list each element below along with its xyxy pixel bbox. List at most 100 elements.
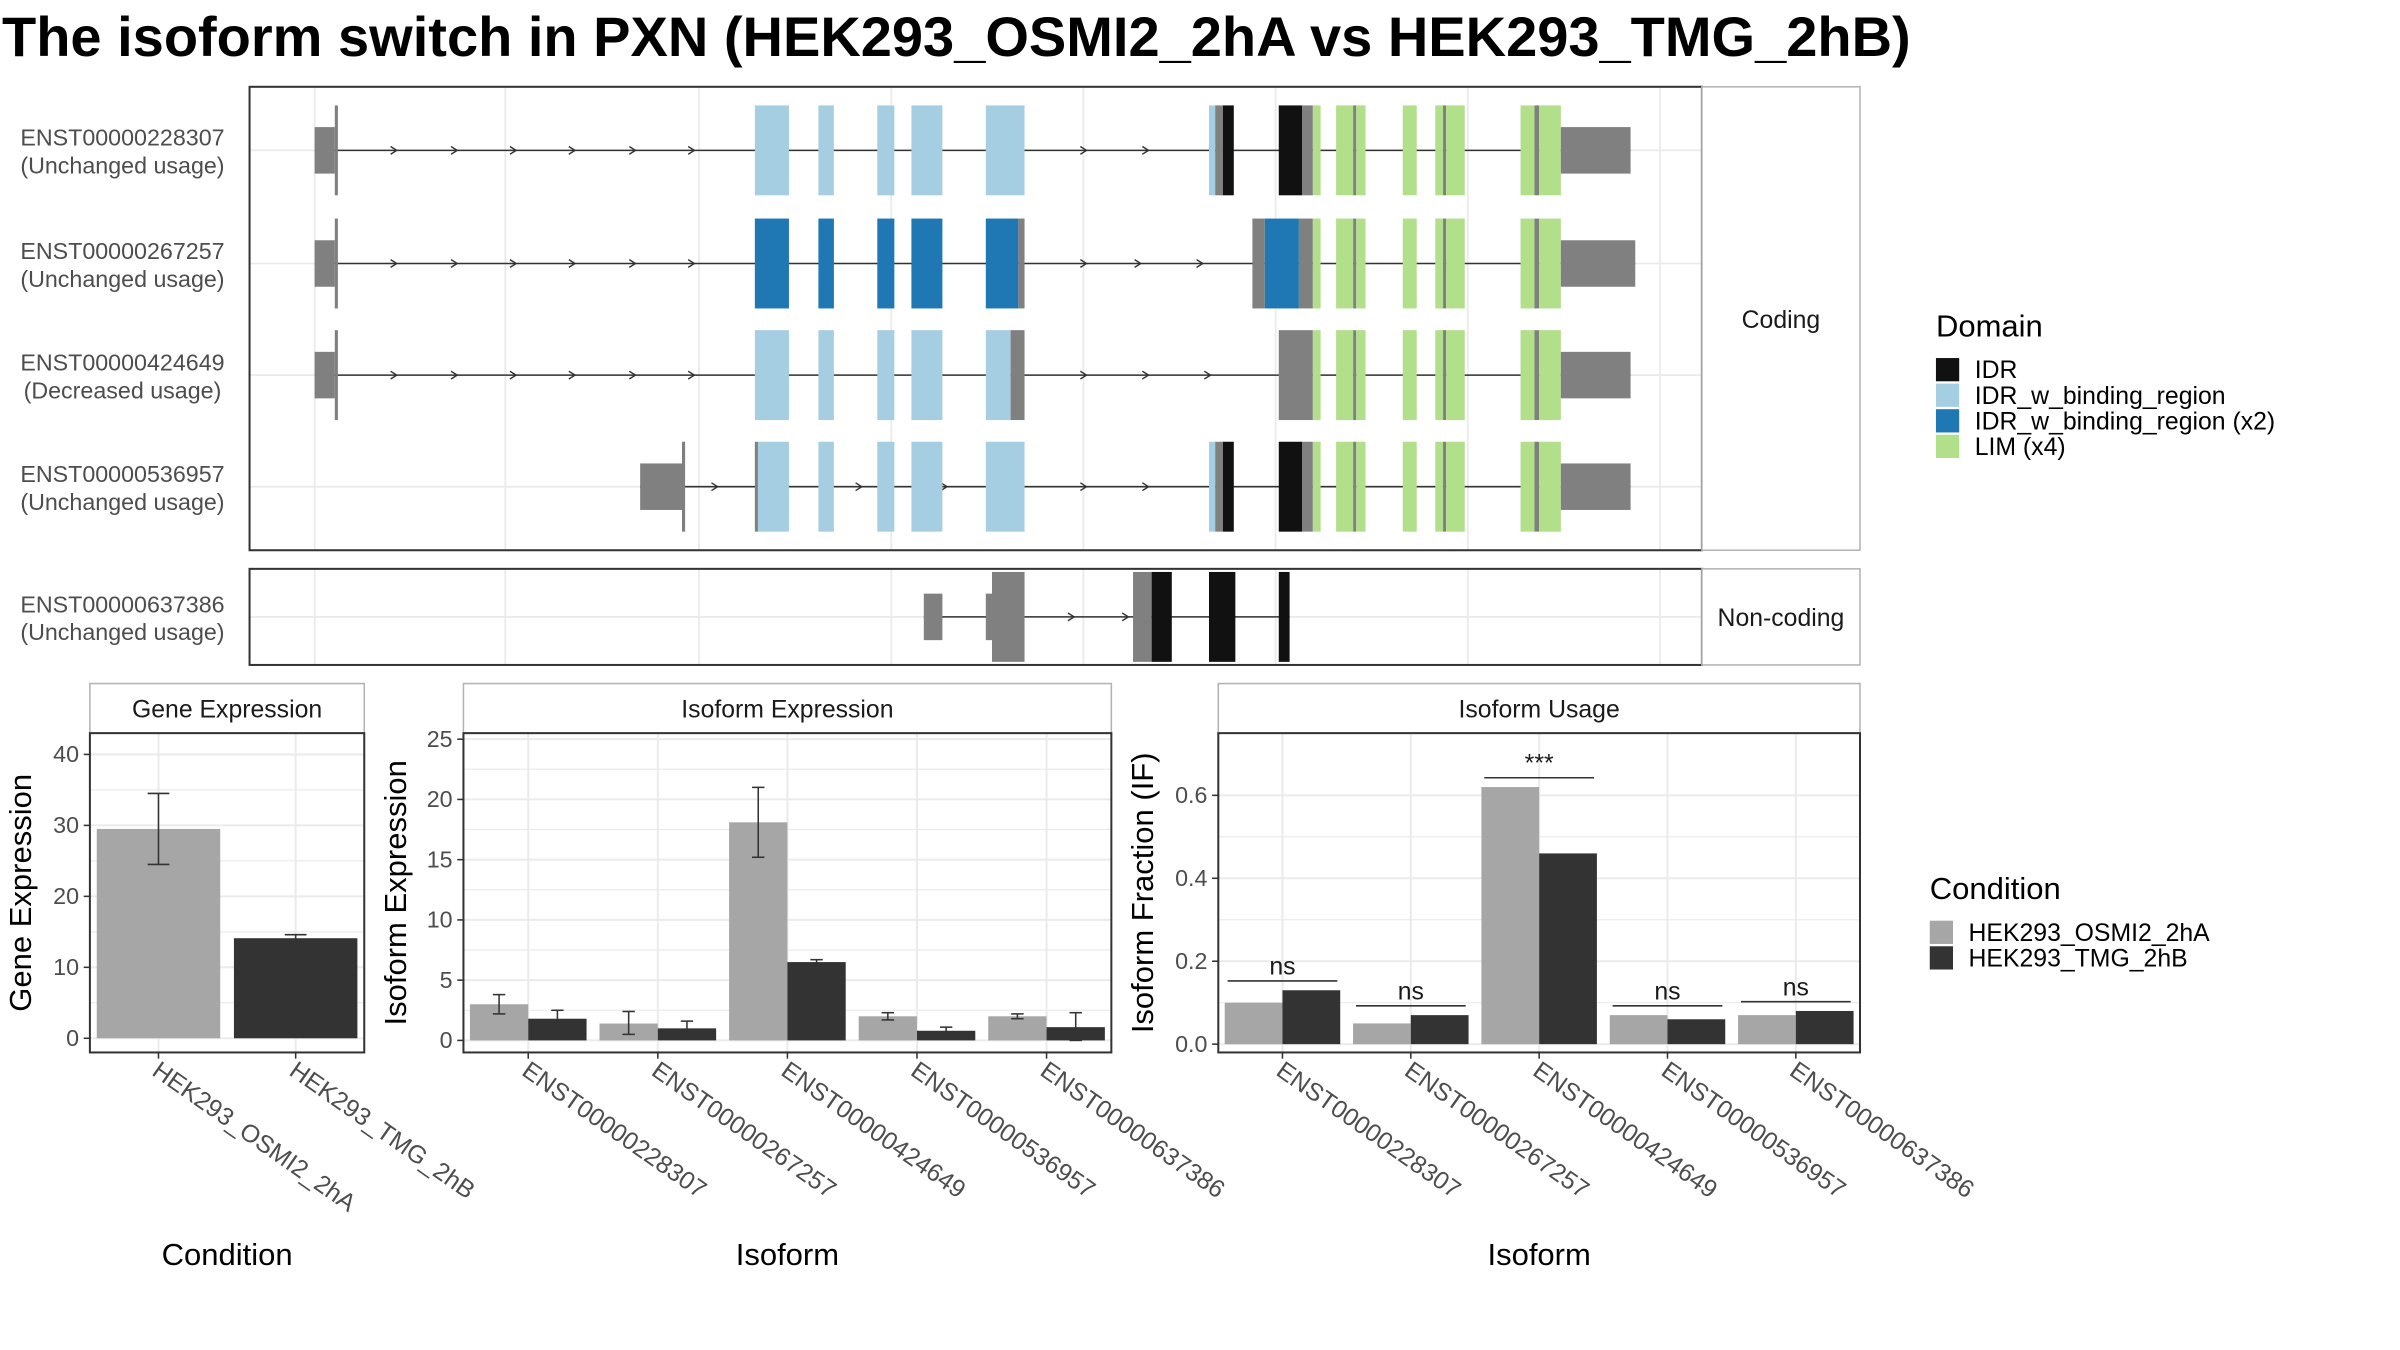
y-axis-title: Isoform Fraction (IF) (1125, 752, 1160, 1033)
exon-lim (1435, 105, 1444, 196)
intron-arrow (1067, 612, 1076, 622)
intron-arrow (711, 482, 719, 492)
intron-arrow (628, 145, 637, 155)
panel-strip (1217, 682, 1861, 734)
exon-utr (985, 593, 992, 641)
exon-idr (1278, 441, 1302, 532)
condition-legend-label: HEK293_OSMI2_2hA (1969, 920, 2211, 947)
exon-utr (314, 240, 335, 287)
exon-utr (1560, 351, 1631, 399)
exon-lim (1446, 218, 1465, 309)
bar (787, 962, 846, 1041)
significance-label: ns (1654, 979, 1680, 1006)
legends: Domain IDRIDR_w_binding_regionIDR_w_bindi… (1929, 308, 2275, 972)
y-tick-label: 0.4 (1175, 865, 1207, 891)
significance-label: ns (1783, 974, 1809, 1001)
y-tick-label: 15 (427, 846, 453, 872)
exon-idr (1222, 441, 1234, 532)
exon-blue-light (985, 441, 1025, 532)
y-tick-label: 5 (440, 967, 453, 993)
bar (1410, 1015, 1469, 1045)
exon-lim (1435, 218, 1444, 309)
intron-arrow (1079, 259, 1088, 268)
transcript-usage-label: (Unchanged usage) (20, 489, 224, 515)
exon-utr-tall (1302, 105, 1313, 196)
facet-strip (1701, 568, 1861, 666)
y-tick-label: 0 (440, 1027, 453, 1053)
domain-legend-label: IDR_w_binding_region (1975, 383, 2226, 410)
bar (1539, 853, 1597, 1045)
exon-lim (1312, 441, 1321, 532)
intron-arrow (628, 370, 637, 380)
exon-blue-dark (877, 218, 895, 309)
exon-lim (1356, 441, 1366, 532)
exon-blue-light (911, 441, 943, 532)
intron-arrow (687, 370, 696, 380)
exon-blue-light (818, 441, 834, 532)
y-tick-label: 0.6 (1175, 782, 1207, 808)
exon-blue-light (877, 330, 895, 421)
bar (1667, 1019, 1726, 1045)
intron-arrow (390, 370, 399, 380)
y-axis-title: Isoform Expression (378, 760, 413, 1025)
exon-lim (1520, 218, 1535, 309)
exon-lim (1356, 330, 1366, 421)
intron-arrow (390, 259, 399, 268)
intron-arrow (509, 145, 518, 155)
panel-title: Gene Expression (132, 697, 322, 724)
y-axis-title: Gene Expression (3, 774, 38, 1012)
exon-blue-light (911, 105, 943, 196)
exon-lim (1402, 330, 1417, 421)
intron-arrow (1079, 370, 1088, 380)
exon-lim (1446, 105, 1465, 196)
facet-strip (1701, 86, 1861, 552)
intron-arrow (1121, 612, 1130, 622)
intron-arrow (450, 370, 459, 380)
exon-idr (1151, 571, 1172, 662)
transcript-id-label: ENST00000424649 (20, 349, 224, 375)
exon-utr-tall (1443, 218, 1447, 309)
exon-lim (1539, 441, 1561, 532)
exon-blue-light (985, 330, 1011, 421)
intron-arrow (568, 370, 577, 380)
intron-arrow (687, 259, 696, 268)
condition-legend-label: HEK293_TMG_2hB (1969, 945, 2188, 972)
intron-arrow (1079, 145, 1088, 155)
significance-label: ns (1269, 954, 1295, 981)
y-tick-label: 25 (427, 726, 453, 752)
intron-arrow (855, 482, 864, 492)
intron-arrow (450, 259, 459, 268)
exon-blue-light (754, 330, 789, 421)
exon-lim (1435, 330, 1444, 421)
exon-utr-tall (1302, 441, 1313, 532)
exon-blue-dark (985, 218, 1019, 309)
intron-arrow (568, 259, 577, 268)
exon-utr-tall (1534, 441, 1540, 532)
exon-lim (1539, 330, 1561, 421)
bar (1481, 787, 1540, 1045)
transcript-usage-label: (Unchanged usage) (20, 266, 224, 292)
gene-structure-panel: ENST00000228307(Unchanged usage)ENST0000… (20, 85, 1861, 666)
bar (528, 1018, 587, 1041)
condition-legend-swatch (1929, 946, 1953, 970)
intron-arrow (1079, 482, 1088, 492)
bar (1609, 1015, 1668, 1045)
exon-lim (1539, 218, 1561, 309)
bar (1282, 990, 1341, 1045)
intron-arrow (1134, 259, 1143, 268)
exon-utr-tall (1443, 441, 1447, 532)
exon-utr-tall (1018, 218, 1025, 309)
exon-utr (923, 593, 943, 641)
intron-arrow (1196, 259, 1205, 268)
exon-utr-tall (1353, 105, 1357, 196)
exon-blue-dark (911, 218, 943, 309)
bar (729, 822, 788, 1041)
exon-lim (1520, 330, 1535, 421)
exon-lim (1435, 441, 1444, 532)
y-tick-label: 0 (66, 1025, 79, 1051)
exon-blue-light (757, 441, 789, 532)
exon-lim (1312, 218, 1321, 309)
bar (233, 938, 358, 1039)
exon-utr-tall (1353, 441, 1357, 532)
